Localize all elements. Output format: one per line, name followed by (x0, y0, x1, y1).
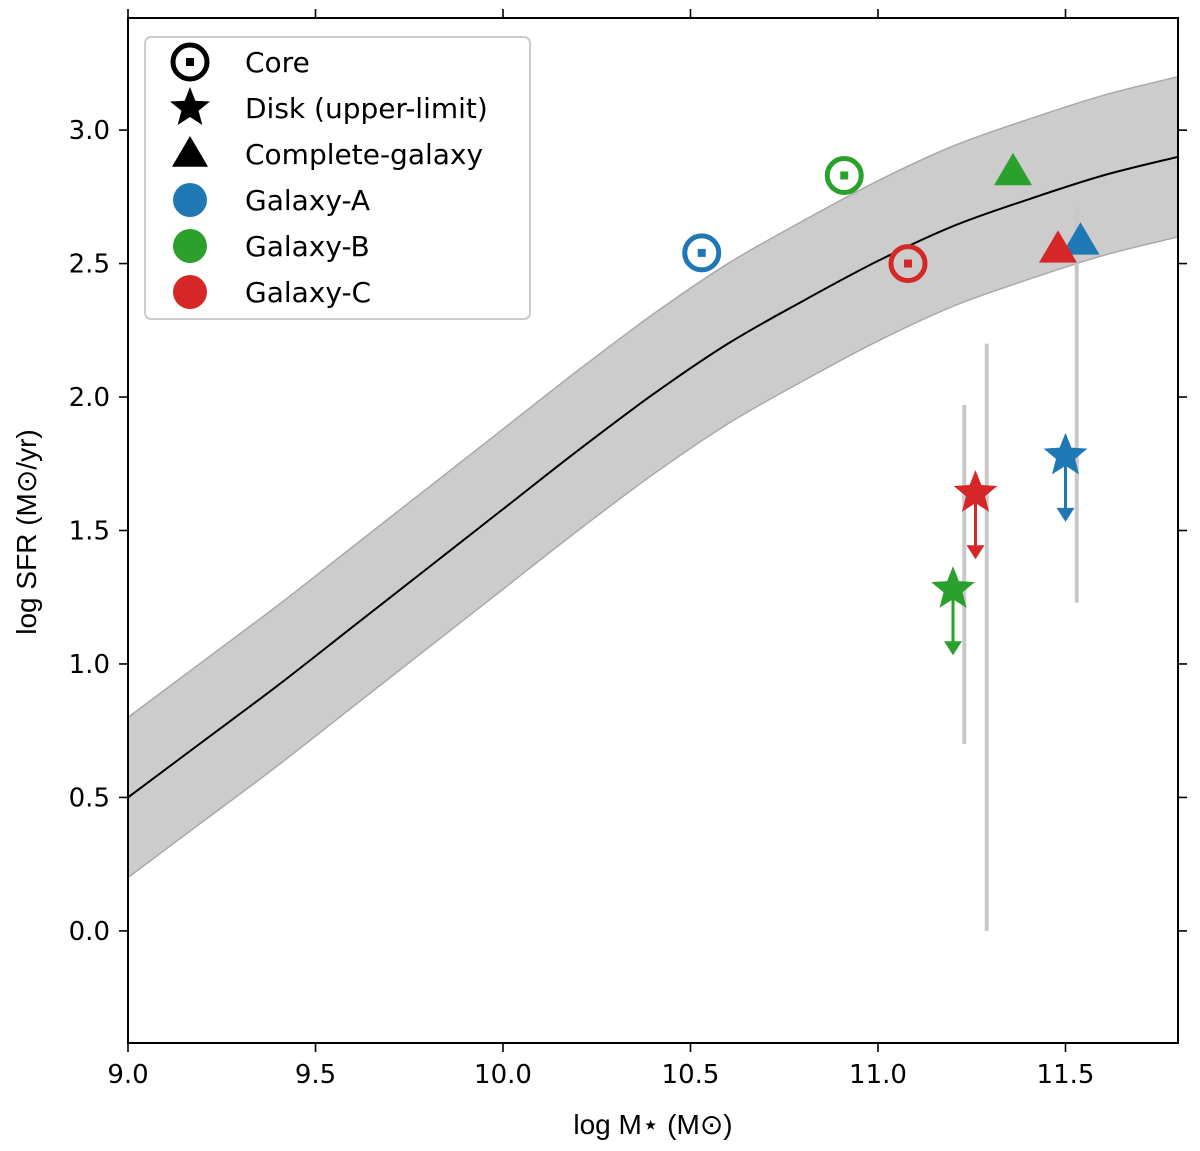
legend-label-galaxy-b: Galaxy-B (245, 230, 370, 263)
marker-layer (682, 152, 1100, 656)
core-marker-galaxy-b-ring (824, 155, 864, 195)
legend: Core Disk (upper-limit) Complete-galaxy Gal… (144, 36, 531, 320)
x-tick-label: 11.5 (1037, 1060, 1095, 1090)
legend-core-symbol-center (186, 58, 194, 66)
y-axis-label: log SFR (M⊙/yr) (11, 429, 42, 634)
legend-label-galaxy-c: Galaxy-C (245, 276, 371, 309)
x-tick-label: 9.0 (107, 1060, 148, 1090)
x-tick-label: 9.5 (295, 1060, 336, 1090)
upper-limit-arrowhead-galaxy-a (1056, 507, 1075, 522)
main-sequence-line-layer (128, 155, 1178, 799)
legend-circle-galaxy-b (173, 229, 207, 263)
y-tick-label: 0.5 (69, 783, 110, 813)
core-marker-galaxy-c-center (904, 259, 912, 268)
x-tick-label: 10.0 (474, 1060, 532, 1090)
x-tick-label: 10.5 (662, 1060, 720, 1090)
y-tick-label: 0.0 (69, 917, 110, 947)
legend-box (144, 36, 531, 320)
disk-star-galaxy-b (931, 566, 975, 608)
legend-star-symbol (170, 87, 210, 125)
y-tick-label: 1.5 (69, 517, 110, 547)
x-axis-label: log M⋆ (M⊙) (573, 1109, 732, 1140)
y-tick-label: 1.0 (69, 650, 110, 680)
legend-circle-galaxy-c (173, 275, 207, 309)
core-marker-galaxy-a-ring (682, 233, 722, 273)
y-tick-label: 2.0 (69, 383, 110, 413)
disk-star-galaxy-a (1043, 432, 1088, 475)
complete-triangle-galaxy-b (994, 152, 1032, 186)
upper-limit-arrowhead-galaxy-b (944, 641, 962, 656)
legend-label-disk-upper-limit: Disk (upper-limit) (245, 92, 488, 125)
core-marker-galaxy-b-center (840, 171, 849, 180)
complete-triangle-galaxy-a (1061, 222, 1100, 255)
legend-label-complete-galaxy: Complete-galaxy (245, 138, 483, 171)
y-tick-label: 2.5 (69, 250, 110, 280)
upper-limit-arrowhead-galaxy-c (966, 545, 985, 560)
core-marker-galaxy-a-center (697, 248, 706, 257)
legend-triangle-symbol (171, 136, 209, 167)
legend-label-galaxy-a: Galaxy-A (245, 184, 370, 217)
legend-core-symbol-ring (170, 42, 210, 82)
main-sequence-line (128, 155, 1178, 799)
errorbar-layer (962, 207, 1079, 931)
legend-label-core: Core (245, 46, 310, 79)
legend-circle-galaxy-a (173, 183, 207, 217)
y-tick-label: 3.0 (69, 116, 110, 146)
core-marker-galaxy-c-ring (888, 244, 928, 284)
axes-layer: 9.0 9.5 10.0 10.5 11.0 11.5 0.0 0.5 1.0 1.5 2.0 2.5… (69, 9, 1187, 1090)
complete-triangle-galaxy-c (1039, 230, 1077, 263)
disk-star-galaxy-c (953, 470, 998, 512)
x-tick-label: 11.0 (849, 1060, 907, 1090)
